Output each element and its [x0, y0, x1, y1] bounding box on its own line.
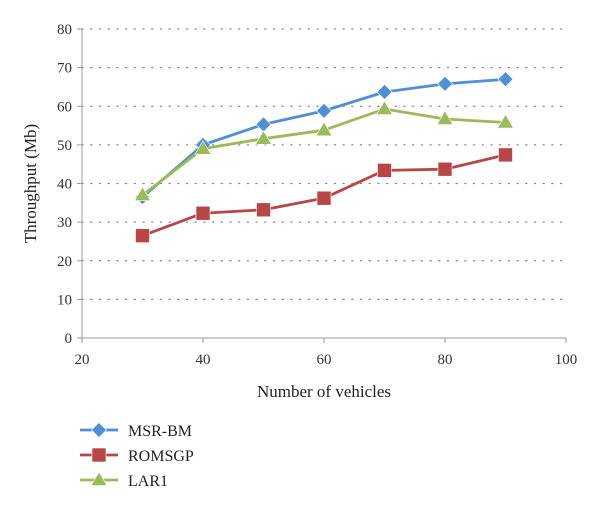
data-point-romsgp: [437, 161, 453, 177]
legend: MSR-BM ROMSGP LAR1: [80, 422, 194, 490]
data-point-lar1: [315, 121, 333, 137]
y-tick-label: 40: [57, 177, 72, 193]
legend-item-romsgp: ROMSGP: [80, 447, 194, 465]
x-tick-label: 40: [196, 352, 211, 368]
y-tick-label: 70: [57, 61, 72, 77]
series-msr-bm: [134, 71, 514, 205]
y-tick-label: 10: [57, 292, 72, 308]
series-romsgp: [135, 147, 513, 243]
y-tick-label: 50: [57, 138, 72, 154]
data-point-lar1: [375, 100, 394, 115]
data-point-msr-bm: [316, 102, 332, 119]
x-tick-label: 60: [317, 352, 332, 368]
legend-label-romsgp: ROMSGP: [128, 448, 194, 465]
legend-marker-romsgp: [91, 447, 107, 463]
data-point-romsgp: [256, 202, 271, 218]
axes: [77, 28, 567, 343]
grid-lines: [81, 28, 567, 300]
y-tick-label: 20: [57, 254, 72, 270]
data-point-lar1: [133, 186, 152, 201]
legend-marker-msr-bm: [91, 422, 107, 438]
series-line-msr-bm: [141, 77, 506, 199]
legend-label-lar1: LAR1: [128, 473, 168, 490]
data-point-romsgp: [316, 190, 332, 206]
data-point-romsgp: [498, 147, 513, 163]
data-point-lar1: [496, 113, 515, 129]
data-point-romsgp: [377, 163, 392, 178]
legend-label-msr-bm: MSR-BM: [128, 423, 192, 440]
data-point-romsgp: [195, 205, 211, 221]
data-point-romsgp: [135, 228, 150, 243]
legend-marker-lar1: [90, 471, 108, 486]
tick-labels: 0 10 20 30 40 50 60 70 80 20 40 60 80 100: [57, 22, 577, 368]
data-point-lar1: [254, 130, 273, 145]
data-point-msr-bm: [255, 116, 272, 133]
series-layer: [133, 71, 515, 243]
y-tick-label: 80: [57, 22, 72, 38]
y-tick-label: 60: [57, 99, 72, 115]
x-tick-label: 20: [75, 352, 90, 368]
data-point-msr-bm: [437, 75, 453, 92]
legend-item-msr-bm: MSR-BM: [80, 422, 192, 440]
y-tick-label: 0: [65, 331, 73, 347]
series-lar1: [133, 100, 515, 201]
x-axis-label: Number of vehicles: [257, 382, 391, 401]
y-axis-label: Throughput (Mb): [21, 124, 40, 243]
legend-item-lar1: LAR1: [80, 471, 168, 490]
data-point-msr-bm: [497, 71, 514, 88]
data-point-lar1: [436, 110, 454, 125]
x-tick-label: 80: [438, 352, 453, 368]
data-point-lar1: [194, 140, 212, 155]
data-point-msr-bm: [376, 84, 393, 100]
x-tick-label: 100: [555, 352, 578, 368]
y-tick-label: 30: [57, 215, 72, 231]
